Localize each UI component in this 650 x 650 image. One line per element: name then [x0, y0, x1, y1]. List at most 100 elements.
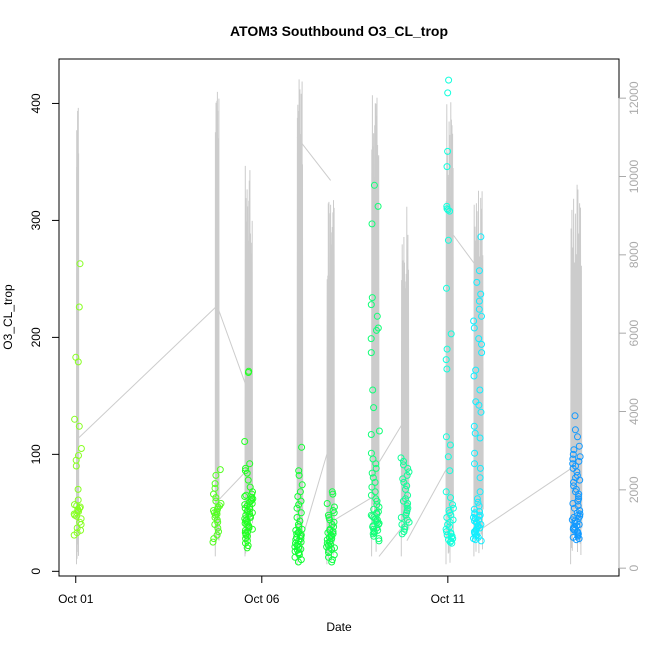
data-point	[212, 494, 220, 502]
data-point	[569, 464, 577, 472]
y-axis-label: O3_CL_trop	[1, 284, 15, 350]
data-point	[475, 335, 483, 343]
data-point	[446, 207, 454, 215]
data-point	[475, 305, 483, 313]
data-point	[367, 491, 375, 499]
data-point	[215, 528, 222, 536]
altitude-flight-6	[400, 206, 410, 557]
data-point	[330, 551, 338, 559]
data-point	[77, 445, 85, 452]
data-point	[370, 529, 378, 537]
y2-tick-label: 4000	[627, 398, 641, 425]
data-point	[477, 408, 485, 416]
data-point	[216, 466, 224, 474]
altitude-transit-8	[406, 466, 449, 541]
data-point	[242, 464, 249, 472]
data-point	[443, 514, 451, 521]
data-point	[475, 267, 483, 275]
data-point	[246, 460, 254, 468]
data-point	[447, 330, 455, 338]
y2-tick-label: 0	[627, 565, 641, 572]
data-point	[443, 163, 451, 171]
data-point	[444, 453, 452, 461]
data-point	[571, 426, 579, 434]
point-group-4	[323, 488, 338, 566]
data-point	[576, 453, 584, 461]
data-point	[570, 446, 578, 454]
data-point	[476, 386, 484, 394]
altitude-flight-9	[570, 184, 583, 565]
x-axis: Oct 01 Oct 06 Oct 11	[58, 575, 466, 606]
data-point	[569, 455, 577, 463]
data-point	[374, 202, 382, 210]
data-point	[475, 401, 483, 409]
y2-tick-label: 12000	[627, 81, 641, 115]
altitude-transit-6	[378, 419, 406, 463]
data-point	[71, 415, 79, 423]
data-point	[368, 483, 376, 491]
data-point	[209, 538, 217, 546]
data-point	[477, 537, 485, 545]
data-point	[443, 345, 451, 353]
data-point	[446, 467, 454, 475]
data-point	[298, 481, 306, 489]
point-group-9	[568, 412, 584, 544]
x-tick-label: Oct 11	[431, 592, 466, 606]
data-point	[475, 297, 483, 305]
y-tick-label: 0	[29, 568, 43, 575]
data-point	[476, 474, 484, 482]
data-point	[370, 404, 378, 412]
data-point	[241, 493, 249, 500]
data-point	[399, 475, 407, 483]
ozone-points	[70, 76, 584, 566]
data-point	[442, 433, 450, 441]
data-point	[372, 460, 380, 468]
data-point	[368, 220, 376, 228]
y2-tick-label: 6000	[627, 319, 641, 346]
data-point	[244, 369, 252, 376]
data-point	[473, 495, 481, 503]
data-point	[375, 535, 383, 543]
x-tick-label: Oct 01	[58, 592, 94, 606]
chart-title: ATOM3 Southbound O3_CL_trop	[230, 23, 448, 39]
data-point	[443, 531, 451, 539]
data-point	[575, 442, 583, 450]
altitude-transit-10	[481, 465, 575, 530]
altitude-transit-5	[332, 497, 372, 522]
data-point	[575, 457, 583, 465]
y2-tick-label: 8000	[627, 241, 641, 268]
data-point	[325, 549, 332, 557]
data-point	[248, 496, 256, 504]
data-point	[405, 518, 413, 526]
data-point	[210, 535, 218, 543]
altitude-transit-0	[77, 305, 218, 440]
data-point	[75, 422, 83, 430]
data-point	[249, 495, 257, 503]
data-point	[242, 535, 250, 543]
data-point	[367, 335, 375, 343]
data-point	[297, 535, 305, 543]
point-group-7	[442, 76, 457, 547]
data-point	[294, 493, 302, 500]
data-point	[72, 462, 80, 470]
data-point	[77, 526, 85, 534]
x-axis-label: Date	[326, 620, 352, 634]
data-point	[216, 502, 224, 510]
data-point	[470, 317, 478, 325]
data-point	[478, 312, 485, 320]
data-point	[404, 464, 412, 472]
data-point	[474, 498, 482, 506]
data-point	[295, 471, 303, 479]
altitude-flight-3	[296, 79, 304, 565]
data-point	[403, 482, 411, 490]
data-point	[295, 550, 302, 558]
data-point	[398, 530, 406, 538]
data-point	[330, 518, 338, 526]
data-point	[244, 476, 252, 484]
point-group-0	[70, 260, 85, 539]
data-point	[478, 349, 486, 357]
y-axis: 0 100 200 300 400	[29, 93, 59, 575]
data-point	[328, 558, 336, 566]
data-point	[442, 488, 450, 496]
